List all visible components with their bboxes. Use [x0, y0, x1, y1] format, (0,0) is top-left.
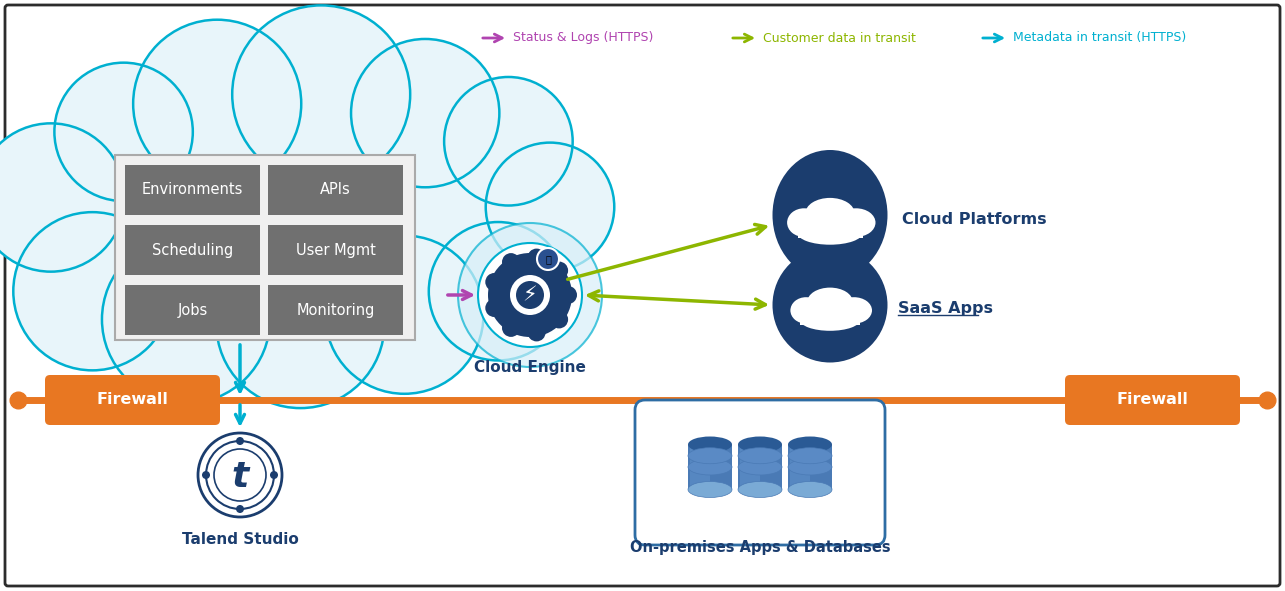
Circle shape — [559, 286, 577, 304]
FancyBboxPatch shape — [740, 459, 759, 475]
FancyBboxPatch shape — [687, 444, 732, 489]
Ellipse shape — [772, 248, 888, 362]
Ellipse shape — [687, 482, 732, 498]
Ellipse shape — [738, 448, 783, 464]
Circle shape — [528, 249, 546, 267]
Circle shape — [502, 253, 520, 271]
Ellipse shape — [798, 221, 862, 245]
Circle shape — [236, 505, 244, 513]
Ellipse shape — [738, 459, 783, 475]
Circle shape — [270, 471, 278, 479]
FancyBboxPatch shape — [790, 459, 810, 475]
Circle shape — [537, 248, 559, 270]
Text: 🔒: 🔒 — [545, 254, 551, 264]
Ellipse shape — [801, 309, 860, 331]
Text: User Mgmt: User Mgmt — [296, 242, 375, 258]
FancyBboxPatch shape — [740, 475, 759, 489]
Ellipse shape — [772, 150, 888, 280]
FancyBboxPatch shape — [798, 223, 862, 238]
Circle shape — [445, 77, 573, 206]
Text: Scheduling: Scheduling — [152, 242, 233, 258]
Circle shape — [502, 319, 520, 337]
Text: Monitoring: Monitoring — [297, 303, 375, 317]
Circle shape — [216, 240, 384, 408]
FancyBboxPatch shape — [269, 165, 403, 215]
Ellipse shape — [790, 297, 821, 324]
Text: Environments: Environments — [141, 183, 243, 197]
FancyBboxPatch shape — [125, 225, 260, 275]
Circle shape — [13, 212, 171, 371]
Circle shape — [198, 433, 281, 517]
Circle shape — [429, 222, 567, 361]
FancyBboxPatch shape — [114, 155, 415, 340]
Circle shape — [486, 299, 504, 317]
Text: Status & Logs (HTTPS): Status & Logs (HTTPS) — [513, 31, 653, 44]
FancyBboxPatch shape — [269, 285, 403, 335]
Ellipse shape — [788, 437, 831, 453]
Ellipse shape — [738, 437, 783, 453]
Text: Talend Studio: Talend Studio — [181, 532, 298, 547]
Circle shape — [54, 63, 193, 201]
Circle shape — [517, 281, 544, 309]
Circle shape — [478, 243, 582, 347]
Circle shape — [102, 235, 270, 404]
FancyBboxPatch shape — [690, 459, 711, 475]
FancyBboxPatch shape — [1065, 375, 1240, 425]
FancyBboxPatch shape — [788, 444, 831, 489]
Ellipse shape — [837, 297, 873, 324]
FancyBboxPatch shape — [45, 375, 220, 425]
Text: ⚡: ⚡ — [523, 285, 537, 305]
Ellipse shape — [687, 437, 732, 453]
Text: Cloud Engine: Cloud Engine — [474, 360, 586, 375]
Circle shape — [528, 323, 546, 342]
Circle shape — [351, 39, 500, 187]
Circle shape — [550, 262, 568, 280]
Text: t: t — [231, 460, 248, 494]
Circle shape — [233, 5, 410, 183]
FancyBboxPatch shape — [790, 475, 810, 489]
Ellipse shape — [788, 448, 831, 464]
FancyBboxPatch shape — [51, 160, 529, 310]
FancyBboxPatch shape — [125, 165, 260, 215]
FancyBboxPatch shape — [269, 225, 403, 275]
Circle shape — [134, 20, 301, 188]
Ellipse shape — [807, 288, 853, 316]
Circle shape — [202, 471, 209, 479]
FancyBboxPatch shape — [125, 285, 260, 335]
Ellipse shape — [738, 482, 783, 498]
FancyBboxPatch shape — [738, 444, 783, 489]
Circle shape — [550, 310, 568, 329]
Circle shape — [510, 275, 550, 315]
Text: Firewall: Firewall — [1117, 392, 1189, 408]
FancyBboxPatch shape — [790, 444, 810, 459]
Text: APIs: APIs — [320, 183, 351, 197]
FancyBboxPatch shape — [5, 5, 1280, 586]
Ellipse shape — [687, 448, 732, 464]
Text: On-premises Apps & Databases: On-premises Apps & Databases — [630, 540, 891, 555]
FancyBboxPatch shape — [690, 444, 711, 459]
Ellipse shape — [788, 482, 831, 498]
Circle shape — [0, 124, 125, 272]
Text: Firewall: Firewall — [96, 392, 168, 408]
Ellipse shape — [837, 208, 875, 237]
Text: Jobs: Jobs — [177, 303, 208, 317]
Ellipse shape — [788, 459, 831, 475]
Circle shape — [325, 236, 483, 394]
Ellipse shape — [687, 459, 732, 475]
FancyBboxPatch shape — [740, 444, 759, 459]
Circle shape — [486, 142, 614, 271]
Ellipse shape — [788, 208, 821, 237]
FancyBboxPatch shape — [635, 400, 885, 545]
Ellipse shape — [806, 198, 855, 229]
Text: Metadata in transit (HTTPS): Metadata in transit (HTTPS) — [1013, 31, 1186, 44]
Text: Cloud Platforms: Cloud Platforms — [902, 213, 1046, 228]
Circle shape — [236, 437, 244, 445]
FancyBboxPatch shape — [690, 475, 711, 489]
Circle shape — [457, 223, 601, 367]
Circle shape — [486, 273, 504, 291]
Text: Customer data in transit: Customer data in transit — [763, 31, 916, 44]
Text: SaaS Apps: SaaS Apps — [898, 300, 993, 316]
Circle shape — [488, 253, 572, 337]
FancyBboxPatch shape — [801, 310, 860, 325]
